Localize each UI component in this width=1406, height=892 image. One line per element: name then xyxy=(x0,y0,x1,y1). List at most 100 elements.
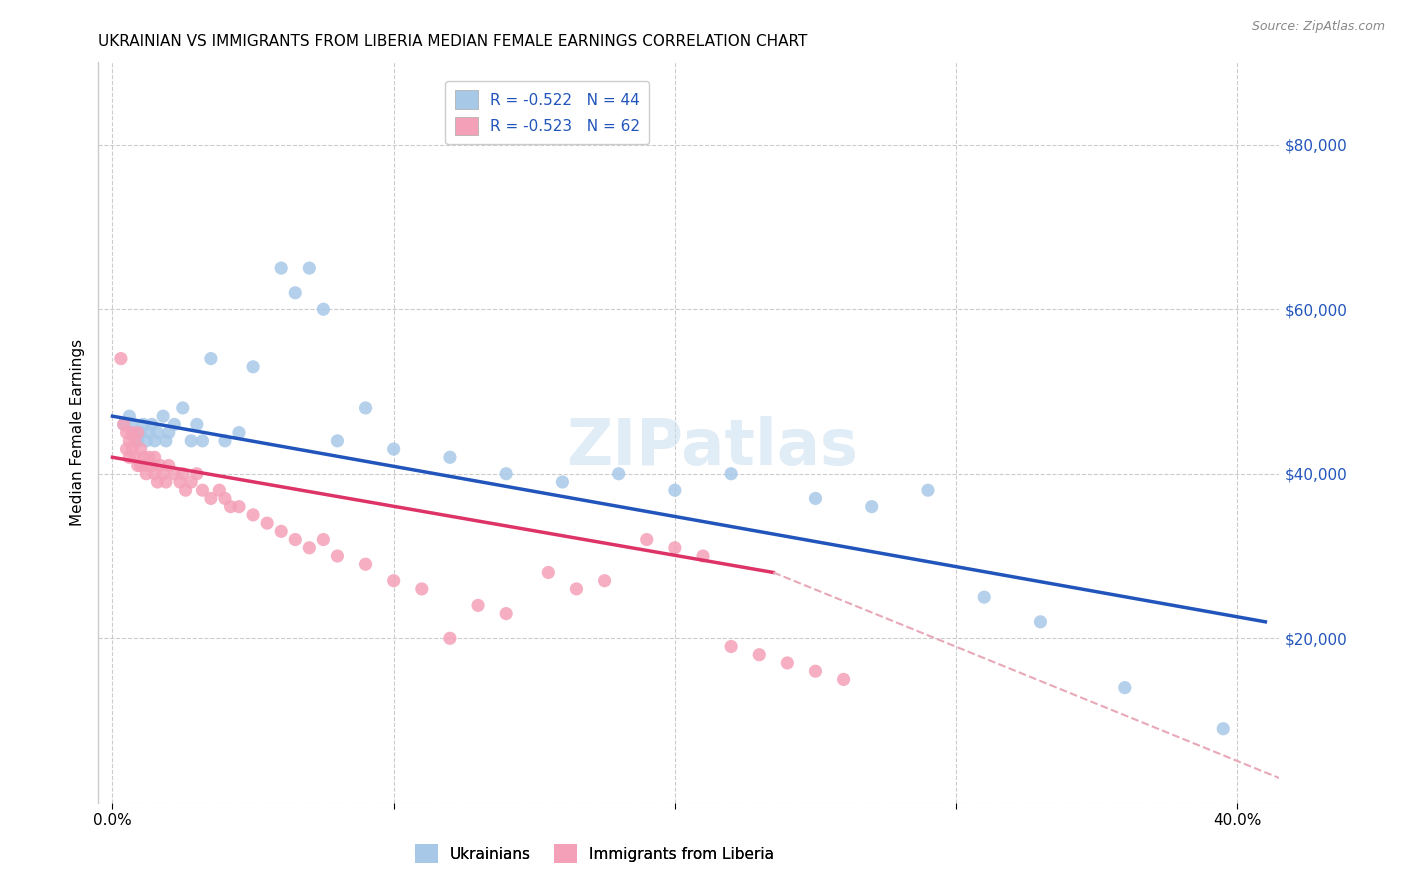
Point xyxy=(214,491,236,506)
Point xyxy=(132,450,155,465)
Point xyxy=(242,359,264,374)
Point xyxy=(607,467,630,481)
Point xyxy=(180,475,202,489)
Point xyxy=(115,442,138,456)
Point xyxy=(135,458,157,473)
Y-axis label: Median Female Earnings: Median Female Earnings xyxy=(69,339,84,526)
Point xyxy=(115,425,138,440)
Point xyxy=(776,656,799,670)
Point xyxy=(917,483,939,498)
Point xyxy=(141,458,163,473)
Point xyxy=(382,574,405,588)
Point xyxy=(208,483,231,498)
Point xyxy=(143,434,166,448)
Point xyxy=(439,632,461,646)
Point xyxy=(132,417,155,432)
Point xyxy=(191,434,214,448)
Point xyxy=(720,640,742,654)
Point xyxy=(186,467,208,481)
Point xyxy=(664,483,686,498)
Point xyxy=(191,483,214,498)
Point xyxy=(326,549,349,563)
Point xyxy=(143,467,166,481)
Point xyxy=(186,417,208,432)
Point xyxy=(495,607,517,621)
Point xyxy=(124,425,146,440)
Point xyxy=(112,417,135,432)
Text: Source: ZipAtlas.com: Source: ZipAtlas.com xyxy=(1251,20,1385,33)
Point xyxy=(172,467,194,481)
Point xyxy=(382,442,405,456)
Point xyxy=(124,434,146,448)
Point xyxy=(121,442,143,456)
Point xyxy=(138,450,160,465)
Point xyxy=(298,261,321,276)
Point xyxy=(973,590,995,604)
Point xyxy=(228,425,250,440)
Point xyxy=(804,664,827,678)
Point xyxy=(354,558,377,572)
Point xyxy=(565,582,588,596)
Point xyxy=(1114,681,1136,695)
Point xyxy=(135,467,157,481)
Point xyxy=(135,434,157,448)
Point xyxy=(172,401,194,415)
Point xyxy=(692,549,714,563)
Point xyxy=(138,425,160,440)
Point xyxy=(284,533,307,547)
Point xyxy=(242,508,264,522)
Point xyxy=(411,582,433,596)
Point xyxy=(141,417,163,432)
Point xyxy=(636,533,658,547)
Point xyxy=(127,425,149,440)
Point xyxy=(284,285,307,300)
Point xyxy=(270,524,292,539)
Point xyxy=(1212,722,1234,736)
Point xyxy=(127,434,149,448)
Point xyxy=(326,434,349,448)
Point xyxy=(157,458,180,473)
Point xyxy=(152,409,174,424)
Point xyxy=(155,475,177,489)
Point xyxy=(124,450,146,465)
Point xyxy=(664,541,686,555)
Point xyxy=(270,261,292,276)
Point xyxy=(537,566,560,580)
Point xyxy=(121,425,143,440)
Point xyxy=(551,475,574,489)
Point xyxy=(121,417,143,432)
Legend: Ukrainians, Immigrants from Liberia: Ukrainians, Immigrants from Liberia xyxy=(409,838,780,869)
Point xyxy=(804,491,827,506)
Point xyxy=(228,500,250,514)
Point xyxy=(163,467,186,481)
Point xyxy=(256,516,278,530)
Point xyxy=(720,467,742,481)
Point xyxy=(110,351,132,366)
Point xyxy=(152,467,174,481)
Point xyxy=(312,533,335,547)
Point xyxy=(439,450,461,465)
Point xyxy=(155,434,177,448)
Point xyxy=(163,417,186,432)
Point xyxy=(832,673,855,687)
Point xyxy=(169,475,191,489)
Point xyxy=(118,434,141,448)
Point xyxy=(495,467,517,481)
Point xyxy=(860,500,883,514)
Point xyxy=(157,425,180,440)
Point xyxy=(1029,615,1052,629)
Point xyxy=(129,425,152,440)
Point xyxy=(214,434,236,448)
Point xyxy=(127,458,149,473)
Point xyxy=(129,442,152,456)
Point xyxy=(129,458,152,473)
Point xyxy=(298,541,321,555)
Point xyxy=(146,475,169,489)
Point xyxy=(112,417,135,432)
Point xyxy=(143,450,166,465)
Point xyxy=(219,500,242,514)
Point xyxy=(146,425,169,440)
Point xyxy=(118,450,141,465)
Text: UKRAINIAN VS IMMIGRANTS FROM LIBERIA MEDIAN FEMALE EARNINGS CORRELATION CHART: UKRAINIAN VS IMMIGRANTS FROM LIBERIA MED… xyxy=(98,34,808,49)
Point xyxy=(149,458,172,473)
